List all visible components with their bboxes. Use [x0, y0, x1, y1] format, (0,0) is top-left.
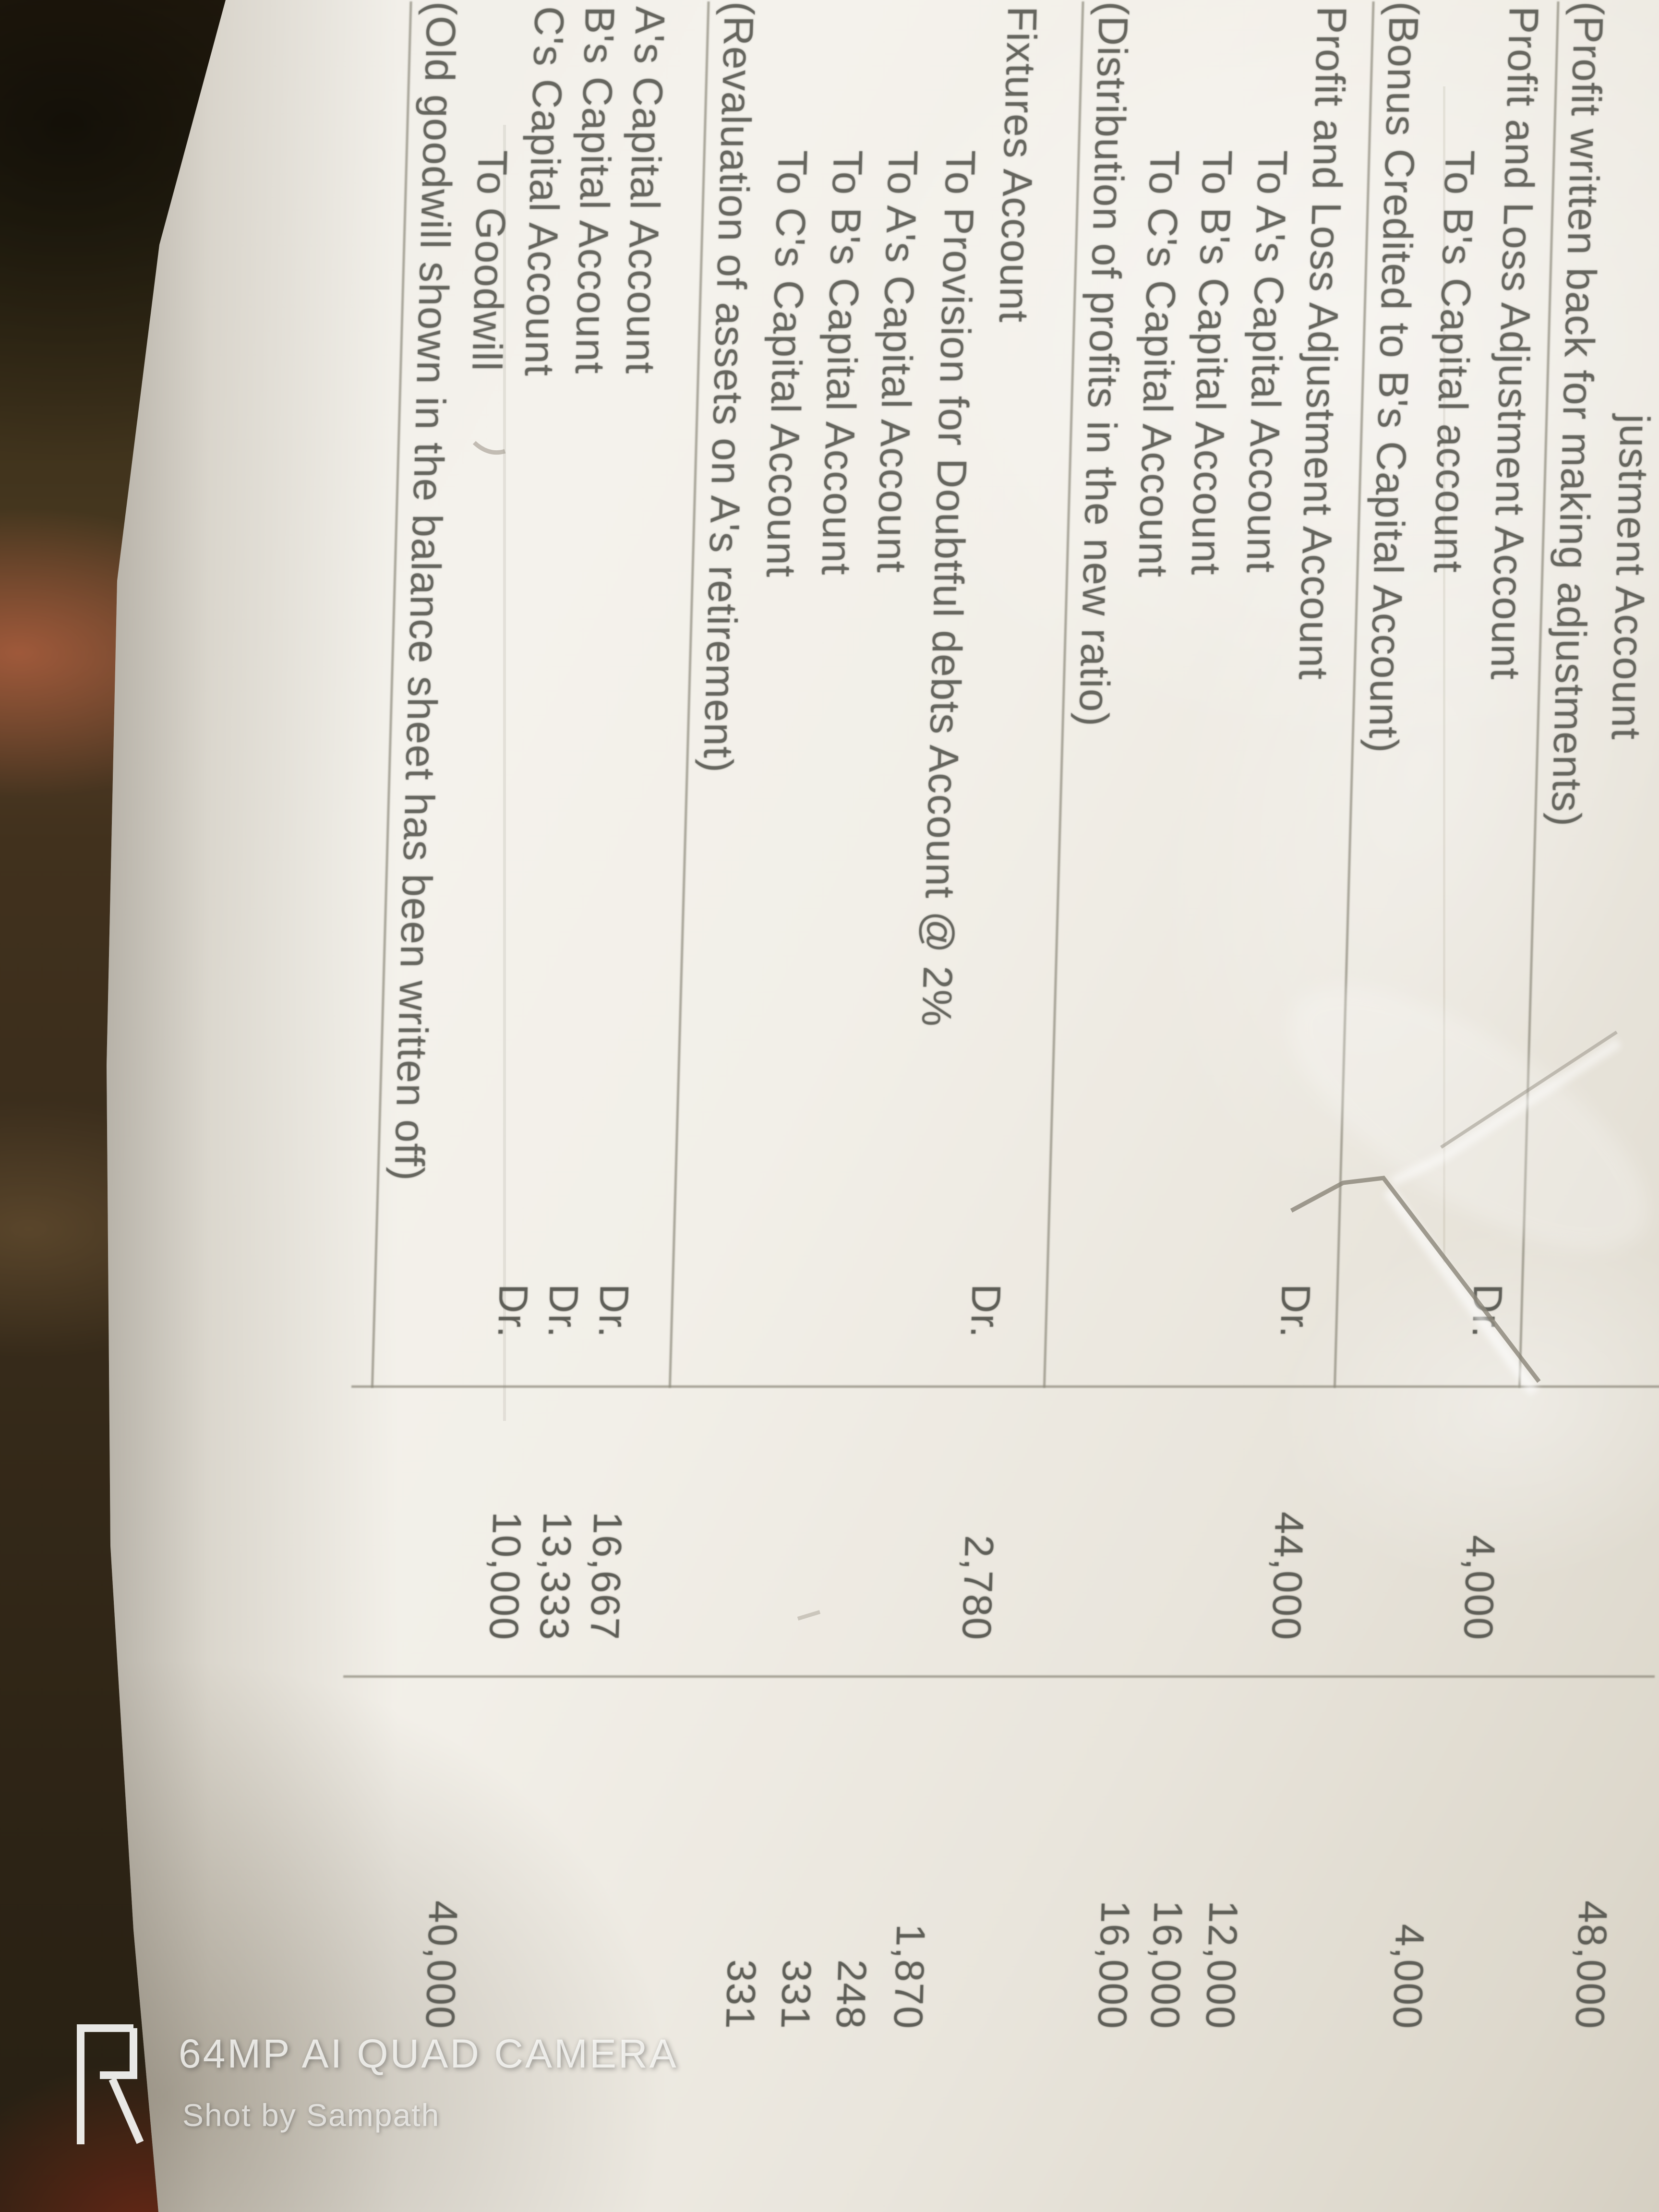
table-column-rule-debit [351, 1385, 1659, 1388]
paper-crease [503, 125, 506, 1421]
paper-crease [1443, 86, 1445, 1262]
page-corner-shadow [107, 1248, 912, 2212]
journal-row-credit-amount: 48,000 [1567, 1900, 1616, 2030]
journal-row-dr-label: Dr. [489, 1284, 536, 1338]
journal-row-particulars: To Goodwill [463, 150, 516, 372]
journal-row-credit-amount: 1,870 [885, 1923, 934, 2030]
journal-row-credit-amount: 248 [828, 1959, 875, 2030]
journal-row-dr-label: Dr. [1272, 1284, 1319, 1338]
journal-row-particulars: To B's Capital account [1425, 150, 1483, 574]
journal-document: justment Account 48,000 (Profit written ba… [56, 0, 1659, 2206]
journal-row-credit-amount: 331 [717, 1959, 765, 2030]
journal-row-credit-amount: 16,000 [1089, 1900, 1139, 2030]
journal-row-credit-amount: 12,000 [1197, 1900, 1247, 2030]
table-column-rule-credit [343, 1675, 1655, 1678]
journal-row-debit-amount: 4,000 [1455, 1535, 1504, 1641]
journal-row-credit-amount: 331 [772, 1959, 820, 2030]
journal-row-credit-amount: 4,000 [1384, 1923, 1433, 2030]
journal-row-debit-amount: 10,000 [481, 1512, 530, 1641]
journal-row-particulars: To C's Capital Account [757, 150, 816, 578]
page-edge-shadow [107, 0, 398, 2212]
journal-row-particulars: Fixtures Account [990, 6, 1046, 323]
journal-row-debit-amount: 44,000 [1263, 1512, 1312, 1641]
journal-row-dr-label: Dr. [1464, 1284, 1511, 1338]
journal-row-dr-label: Dr. [962, 1284, 1009, 1338]
journal-row-credit-amount: 40,000 [417, 1900, 467, 2030]
journal-row-particulars: justment Account [1602, 414, 1658, 740]
journal-row-debit-amount: 2,780 [954, 1535, 1002, 1641]
page-highlight [672, 0, 1659, 1152]
